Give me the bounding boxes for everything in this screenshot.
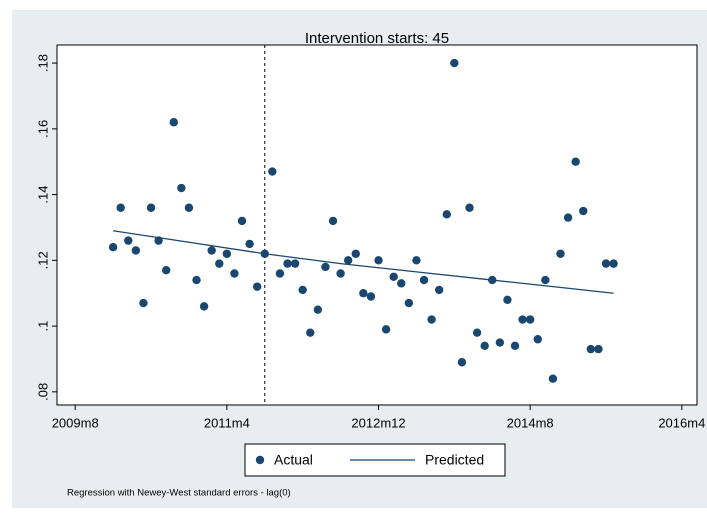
point: [609, 259, 618, 268]
point: [389, 272, 398, 281]
point: [252, 282, 262, 291]
point: [412, 256, 421, 265]
y-tick-label: .08: [35, 383, 50, 401]
point: [419, 275, 429, 285]
point: [230, 269, 239, 278]
chart-title: Intervention starts: 45: [305, 30, 449, 47]
point: [343, 256, 353, 265]
point: [541, 275, 550, 285]
point: [146, 203, 156, 212]
point: [465, 203, 474, 212]
y-tick-label: .12: [35, 251, 50, 269]
point: [298, 285, 307, 295]
chart-note: Regression with Newey-West standard erro…: [67, 488, 291, 499]
point: [472, 328, 482, 337]
legend-label: Predicted: [425, 452, 484, 468]
point: [245, 239, 254, 249]
point: [351, 249, 360, 258]
point: [556, 249, 565, 258]
point: [510, 341, 520, 351]
point: [374, 256, 383, 265]
point: [222, 249, 232, 258]
point: [366, 292, 376, 301]
x-tick-label: 2012m12: [351, 415, 405, 430]
point: [169, 118, 178, 127]
point: [328, 216, 338, 226]
point: [161, 266, 171, 275]
point: [601, 259, 611, 268]
point: [586, 344, 596, 354]
point: [139, 298, 148, 308]
point: [450, 58, 459, 68]
y-tick-label: .14: [35, 186, 50, 204]
point: [306, 328, 315, 337]
point: [131, 246, 141, 255]
point: [594, 344, 603, 354]
point: [518, 315, 527, 324]
point: [495, 338, 505, 347]
point: [215, 259, 224, 268]
point: [525, 315, 535, 324]
point: [404, 298, 414, 308]
x-tick-label: 2011m4: [204, 415, 250, 430]
point: [480, 341, 489, 351]
point: [199, 302, 209, 311]
y-tick-label: .16: [35, 120, 50, 138]
point: [397, 279, 406, 288]
point: [503, 295, 512, 304]
point: [275, 269, 285, 278]
point: [177, 183, 186, 193]
y-tick-label: .1: [35, 321, 50, 332]
legend-symbol: [255, 455, 265, 465]
point: [427, 315, 436, 324]
x-tick-label: 2014m8: [507, 415, 554, 430]
x-tick-label: 2009m8: [52, 415, 99, 430]
point: [184, 203, 194, 212]
point: [442, 210, 451, 219]
point: [434, 285, 444, 295]
point: [548, 374, 558, 383]
point: [192, 275, 201, 285]
point: [359, 289, 368, 298]
x-tick-label: 2016m4: [658, 415, 705, 430]
point: [313, 305, 323, 314]
point: [237, 216, 247, 226]
point: [563, 213, 573, 222]
fit-line: [113, 230, 614, 294]
point: [381, 325, 391, 334]
point: [321, 262, 330, 272]
point: [207, 246, 216, 255]
point: [579, 206, 588, 216]
point: [336, 269, 345, 278]
point: [533, 335, 542, 344]
point: [124, 236, 133, 245]
point: [290, 259, 300, 268]
point: [116, 203, 125, 212]
legend-label: Actual: [274, 452, 313, 468]
point: [268, 167, 277, 176]
point: [457, 358, 467, 367]
point: [108, 242, 118, 252]
point: [283, 259, 292, 268]
point: [571, 157, 580, 166]
y-tick-label: .18: [35, 54, 50, 72]
